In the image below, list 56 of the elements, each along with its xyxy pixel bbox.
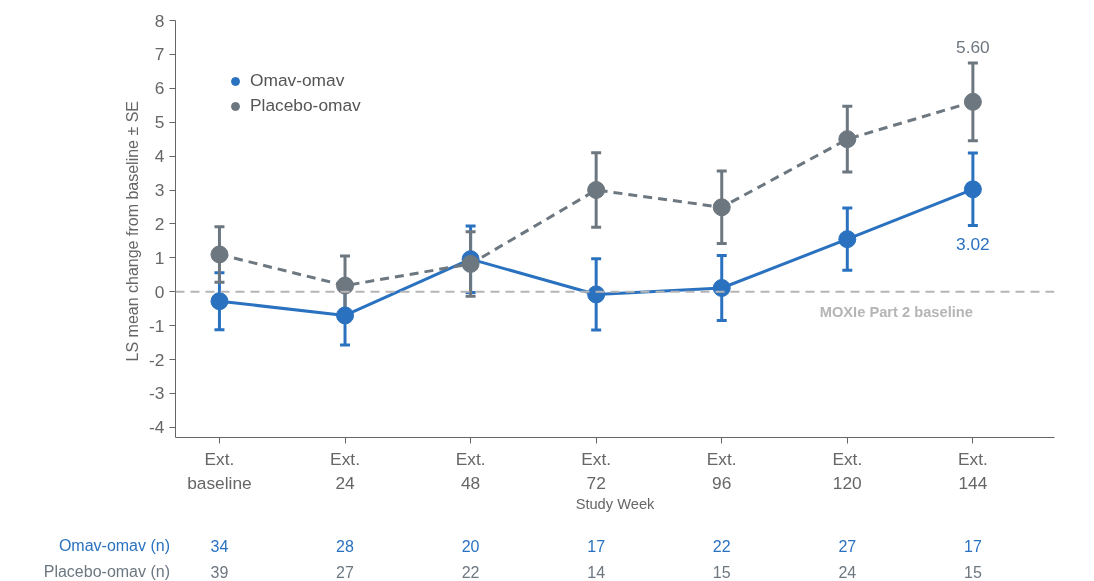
text: 17 — [963, 537, 982, 555]
text: 28 — [336, 537, 355, 555]
y-tick-label: -4 — [149, 417, 165, 438]
y-tick-label: -3 — [149, 383, 165, 404]
text: Omav-omav (n) — [58, 537, 171, 554]
point — [712, 279, 731, 297]
x-tick-label: Ext. 24 — [330, 448, 360, 493]
y-tick-label: 1 — [154, 247, 165, 268]
data-label: 5.60 — [956, 36, 990, 57]
text: 24 — [838, 563, 857, 581]
point — [336, 306, 355, 325]
ref-line-label: MOXIe Part 2 baseline — [819, 303, 973, 320]
x-tick-label: Ext. 120 — [832, 448, 863, 493]
point — [336, 276, 355, 295]
y-tick-label: 8 — [154, 10, 165, 31]
x-tick-label: Ext. 72 — [581, 448, 612, 493]
text: 15 — [712, 563, 731, 581]
y-tick-label: 6 — [154, 78, 165, 99]
y-tick-label: 0 — [154, 281, 165, 302]
point — [210, 292, 229, 311]
point — [712, 198, 731, 217]
y-tick-label: -1 — [149, 315, 165, 336]
text: 34 — [210, 537, 229, 555]
point — [210, 245, 229, 264]
y-tick-label: 4 — [154, 146, 165, 167]
point — [963, 180, 982, 199]
y-tick-label: 7 — [154, 44, 165, 65]
text: 22 — [712, 537, 731, 555]
y-tick-label: 5 — [154, 112, 165, 133]
x-tick-label: Ext. 48 — [455, 448, 486, 493]
text: 27 — [838, 537, 857, 555]
text: 27 — [336, 563, 355, 581]
x-tick-label: Ext. baseline — [187, 448, 252, 493]
y-tick-label: 2 — [154, 213, 165, 234]
data-label: 3.02 — [956, 233, 990, 254]
point — [461, 254, 480, 273]
text: 14 — [587, 563, 606, 581]
text: Placebo-omav (n) — [43, 563, 171, 580]
y-tick-label: -2 — [149, 349, 165, 370]
y-tick-label: 3 — [154, 180, 165, 201]
text: 15 — [963, 563, 982, 581]
y-axis-title: LS mean change from baseline ± SE — [124, 100, 142, 362]
legend-label: Placebo-omav — [250, 95, 361, 116]
x-tick-label: Ext. 96 — [706, 448, 737, 493]
point — [838, 130, 857, 149]
point — [587, 285, 606, 304]
text: 22 — [461, 563, 480, 581]
text: 17 — [587, 537, 606, 555]
x-tick-label: Ext. 144 — [957, 448, 988, 493]
point — [963, 92, 982, 111]
legend-label: Omav-omav — [250, 70, 345, 91]
point — [838, 230, 857, 249]
text: 39 — [210, 563, 229, 581]
point — [587, 181, 606, 199]
x-axis-title: Study Week — [575, 495, 656, 512]
text: 20 — [461, 537, 480, 555]
